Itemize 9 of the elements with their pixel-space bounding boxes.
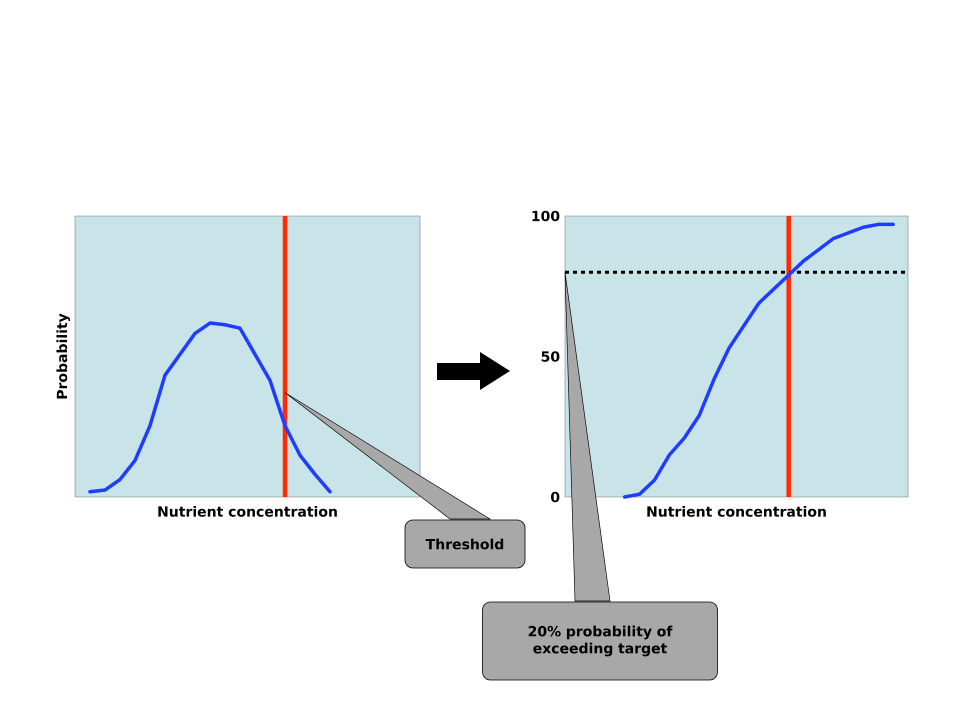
y-tick-label: 50 [542, 351, 560, 362]
y-axis-title: Probability [56, 314, 70, 398]
x-axis-title: Nutrient concentration [158, 506, 337, 517]
x-axis-title: Nutrient concentration [647, 506, 826, 517]
text: Threshold [426, 538, 504, 550]
text: 20% probability of exceeding target [528, 626, 673, 656]
y-tick-label: 100 [532, 210, 560, 222]
y-tick-label: 0 [551, 492, 560, 502]
line-series [622, 222, 895, 499]
